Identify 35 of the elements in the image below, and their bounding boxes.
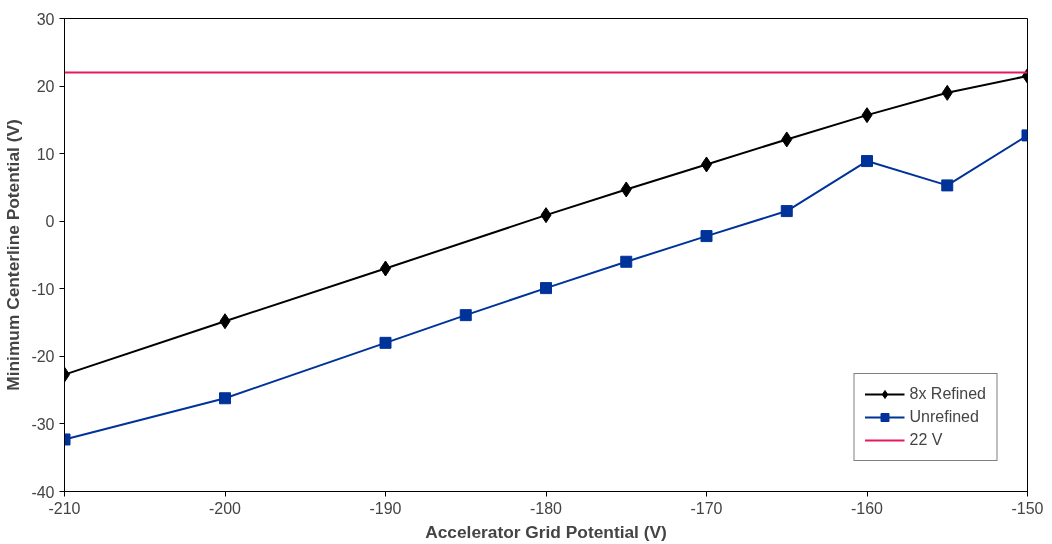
x-axis-title: Accelerator Grid Potential (V) <box>425 521 667 542</box>
y-tick-label: 10 <box>36 145 55 163</box>
x-tick-label: -210 <box>48 499 81 517</box>
y-tick-label: -20 <box>31 348 55 366</box>
point <box>459 309 472 322</box>
y-tick-label: 0 <box>45 213 55 231</box>
x-tick-label: -150 <box>1011 499 1044 517</box>
point <box>941 179 954 192</box>
point <box>379 336 392 349</box>
x-tick-label: -160 <box>850 499 884 517</box>
point <box>700 230 713 243</box>
y-tick-label: -30 <box>31 415 55 433</box>
point <box>861 107 873 124</box>
point <box>941 84 953 101</box>
legend-label: 22 V <box>909 431 943 449</box>
y-tick-label: -40 <box>31 483 55 501</box>
point <box>781 131 793 148</box>
x-tick-label: -190 <box>369 499 402 517</box>
x-tick-label: -200 <box>208 499 242 517</box>
y-axis-title: Minimum Centerline Potential (V) <box>3 119 24 391</box>
legend-label: Unrefined <box>909 408 979 426</box>
point <box>219 392 231 405</box>
point <box>540 207 552 224</box>
y-tick-label: 20 <box>36 78 55 96</box>
x-tick-label: -170 <box>690 499 723 517</box>
point <box>540 282 552 295</box>
legend-label: 8x Refined <box>909 385 986 403</box>
y-tick-label: 30 <box>36 10 55 28</box>
x-tick-label: -180 <box>529 499 563 517</box>
point <box>219 313 231 330</box>
point <box>620 255 633 268</box>
point <box>780 205 793 218</box>
y-tick-label: -10 <box>31 280 55 298</box>
point <box>620 181 632 198</box>
point <box>861 155 873 168</box>
